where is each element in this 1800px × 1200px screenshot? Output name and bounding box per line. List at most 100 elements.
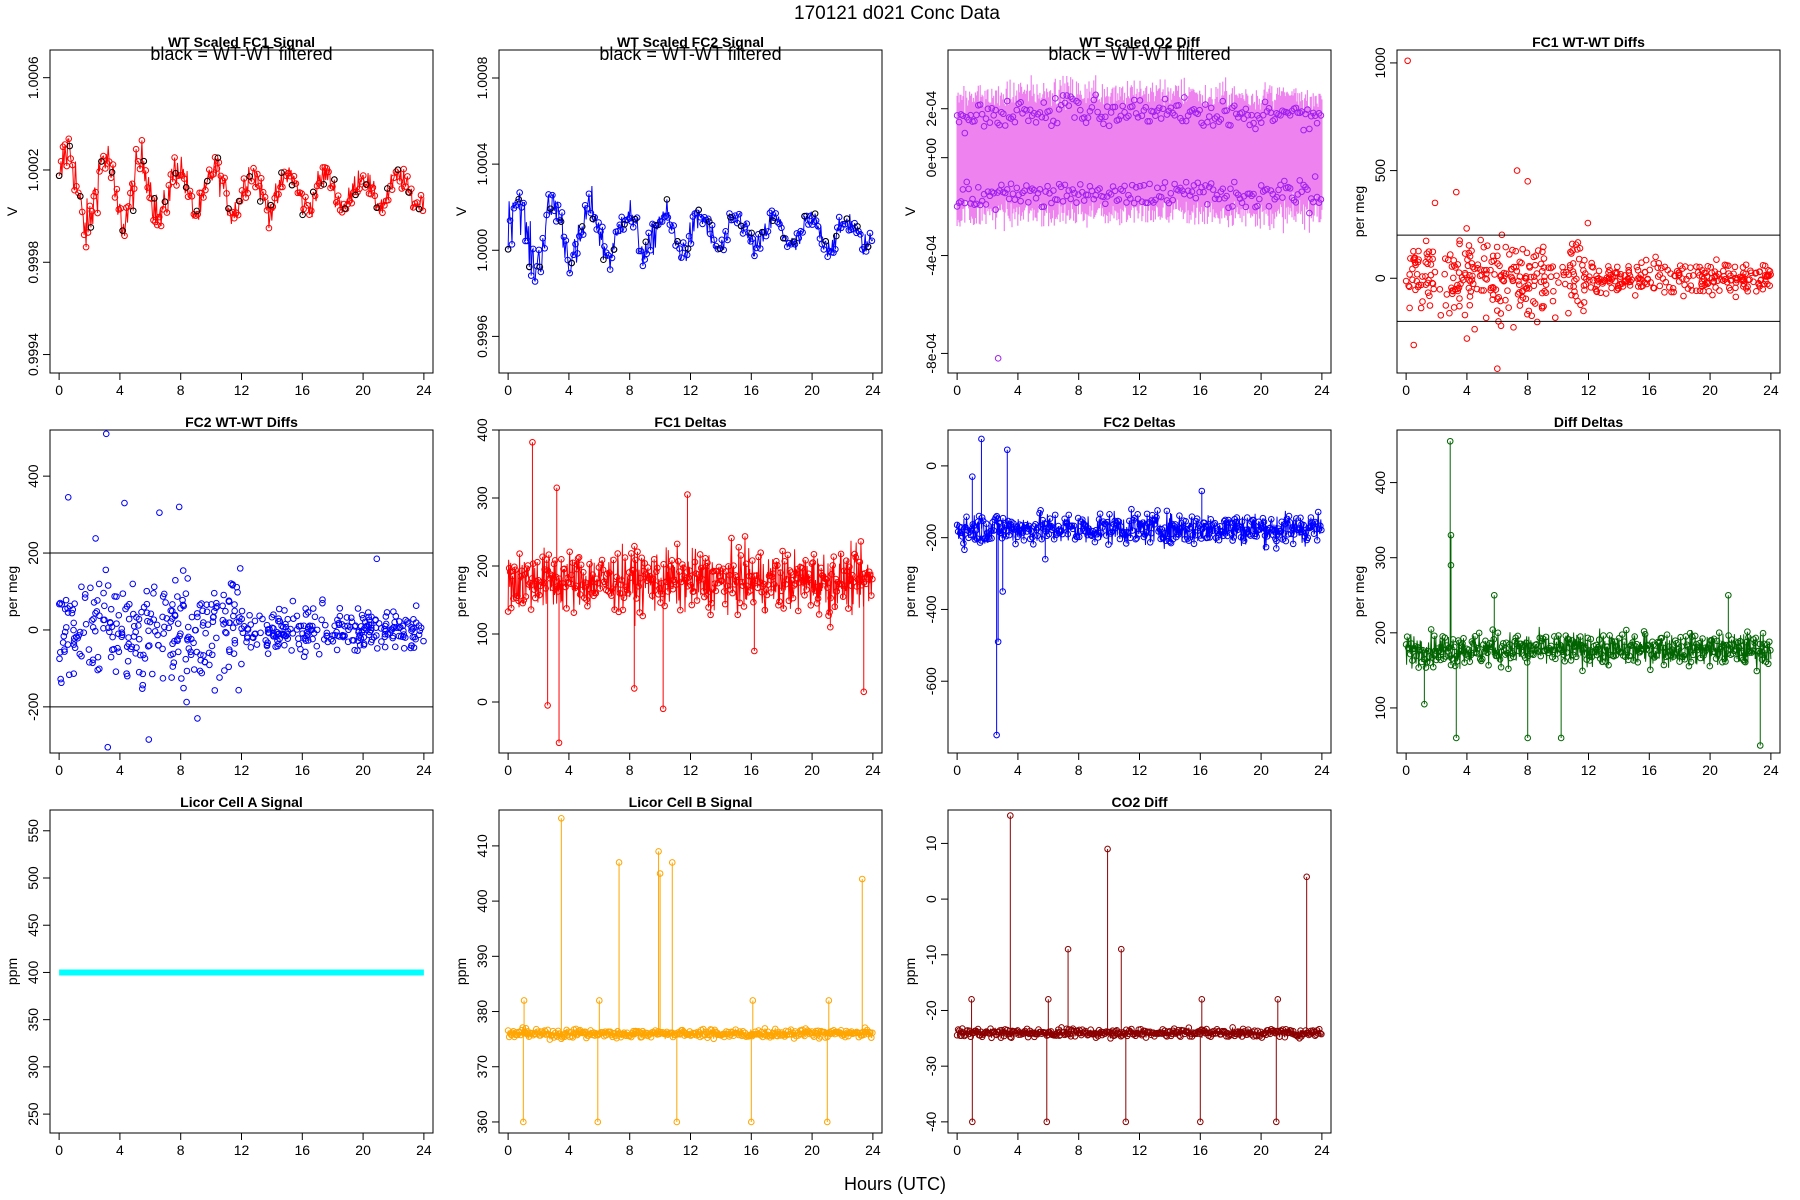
data-point (378, 638, 385, 645)
data-point (168, 615, 176, 622)
y-axis-label: V (453, 206, 469, 216)
y-tick-label: 0 (1372, 274, 1388, 282)
y-tick-label: 100 (1372, 696, 1388, 720)
data-point (1436, 286, 1444, 293)
filtered-point (621, 220, 628, 228)
data-point (1087, 531, 1095, 539)
data-point (1719, 658, 1726, 666)
data-point (1161, 95, 1169, 103)
data-point (1045, 530, 1053, 538)
data-point (142, 167, 150, 174)
data-point (231, 636, 239, 644)
filtered-point (309, 188, 317, 196)
data-point (520, 596, 528, 604)
data-point (239, 629, 247, 637)
data-point (1693, 287, 1700, 295)
data-point (1105, 122, 1113, 130)
data-point (1127, 195, 1134, 202)
data-point (1193, 515, 1201, 523)
data-point (1545, 264, 1552, 272)
data-point (89, 656, 97, 664)
plot-frame (498, 429, 883, 754)
data-point (807, 602, 815, 609)
data-point (1165, 107, 1173, 115)
data-point (1660, 661, 1668, 669)
data-point (1289, 540, 1297, 548)
x-tick-label: 24 (865, 382, 881, 398)
data-point (286, 172, 294, 180)
data-point (1725, 591, 1732, 599)
data-point (1277, 181, 1284, 189)
data-point (558, 209, 566, 216)
plot-area (1402, 437, 1774, 749)
data-point (623, 586, 631, 594)
data-point (1566, 261, 1574, 269)
y-axis-label: V (4, 206, 20, 216)
plot-area (953, 812, 1325, 1126)
data-point (1209, 186, 1217, 193)
data-point (213, 634, 220, 642)
data-point (1437, 656, 1444, 664)
data-point (108, 646, 116, 654)
data-point (1542, 633, 1550, 641)
data-point (1577, 301, 1584, 309)
y-tick-label: 500 (1372, 159, 1388, 183)
data-point (1606, 632, 1613, 639)
data-point (58, 679, 65, 687)
data-point (1194, 110, 1202, 118)
x-tick-label: 0 (55, 1142, 63, 1158)
plot-frame (49, 49, 434, 374)
data-point (1088, 104, 1096, 111)
data-point (360, 634, 368, 641)
data-point (391, 643, 399, 651)
data-point (168, 674, 175, 681)
data-point (1650, 260, 1658, 267)
data-point (1026, 187, 1034, 195)
data-point (205, 649, 213, 657)
data-point (1540, 255, 1548, 262)
data-point (222, 607, 229, 615)
data-point (1477, 266, 1484, 273)
data-point (1084, 114, 1092, 122)
data-point (264, 650, 272, 658)
data-point (223, 190, 230, 197)
data-point (691, 558, 699, 566)
data-point (313, 642, 321, 650)
data-point (1580, 282, 1588, 289)
data-point (1503, 639, 1510, 647)
data-point (1497, 272, 1505, 279)
data-point (1402, 277, 1410, 285)
data-point (1540, 277, 1548, 285)
y-axis-label: V (902, 206, 918, 216)
data-point (1077, 181, 1084, 188)
data-point (1250, 190, 1257, 198)
data-point (229, 208, 236, 216)
data-point (994, 355, 1002, 362)
y-tick-label: 10 (923, 835, 939, 851)
data-point (668, 859, 676, 866)
data-point (591, 213, 599, 221)
x-tick-label: 12 (1581, 762, 1597, 778)
data-point (738, 578, 746, 586)
filtered-point (610, 246, 618, 253)
data-point (998, 181, 1005, 189)
data-point (1417, 304, 1425, 312)
data-point (185, 645, 193, 652)
data-point (272, 643, 279, 650)
data-point (56, 655, 63, 663)
data-point (1061, 181, 1069, 189)
data-point (1494, 365, 1501, 372)
filtered-point (182, 184, 190, 191)
data-point (62, 624, 70, 631)
data-point (750, 1031, 757, 1039)
data-point (235, 686, 242, 694)
data-point (307, 207, 315, 215)
data-point (177, 630, 184, 637)
data-point (768, 573, 776, 581)
data-point (849, 571, 856, 579)
data-point (159, 645, 166, 653)
data-point (1587, 635, 1595, 643)
data-point (1647, 666, 1654, 674)
data-point (730, 562, 737, 569)
data-point (408, 627, 415, 635)
